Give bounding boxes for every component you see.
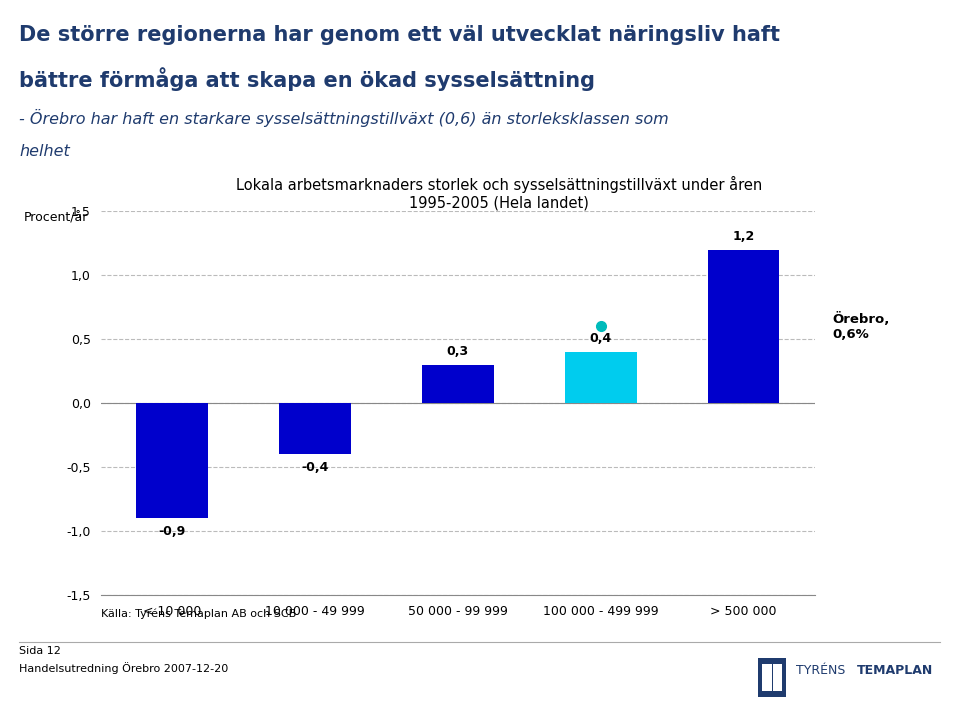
- Text: bättre förmåga att skapa en ökad sysselsättning: bättre förmåga att skapa en ökad syssels…: [19, 67, 596, 91]
- Text: TYRÉNS: TYRÉNS: [796, 664, 845, 677]
- Text: Örebro,
0,6%: Örebro, 0,6%: [832, 312, 890, 341]
- Bar: [774, 664, 783, 691]
- Text: Handelsutredning Örebro 2007-12-20: Handelsutredning Örebro 2007-12-20: [19, 662, 228, 674]
- Bar: [279, 403, 351, 454]
- Text: 1,2: 1,2: [733, 230, 755, 243]
- Text: Sida 12: Sida 12: [19, 646, 61, 656]
- Text: Procent/år: Procent/år: [24, 211, 88, 224]
- Text: -0,4: -0,4: [301, 460, 329, 474]
- Text: -0,9: -0,9: [158, 524, 186, 538]
- Text: De större regionerna har genom ett väl utvecklat näringsliv haft: De större regionerna har genom ett väl u…: [19, 25, 781, 44]
- Bar: [708, 249, 780, 403]
- Bar: [565, 352, 637, 403]
- Text: TEMAPLAN: TEMAPLAN: [856, 664, 933, 677]
- Bar: [136, 403, 208, 518]
- Text: helhet: helhet: [19, 144, 70, 159]
- Bar: [422, 365, 494, 403]
- Text: Källa: Tyréns Temaplan AB och SCB: Källa: Tyréns Temaplan AB och SCB: [101, 609, 296, 620]
- Text: - Örebro har haft en starkare sysselsättningstillväxt (0,6) än storleksklassen s: - Örebro har haft en starkare sysselsätt…: [19, 109, 669, 127]
- Bar: [762, 664, 772, 691]
- Text: Lokala arbetsmarknaders storlek och sysselsättningstillväxt under åren
1995-2005: Lokala arbetsmarknaders storlek och syss…: [236, 176, 761, 210]
- Text: 0,4: 0,4: [590, 332, 612, 346]
- Text: 0,3: 0,3: [447, 345, 469, 358]
